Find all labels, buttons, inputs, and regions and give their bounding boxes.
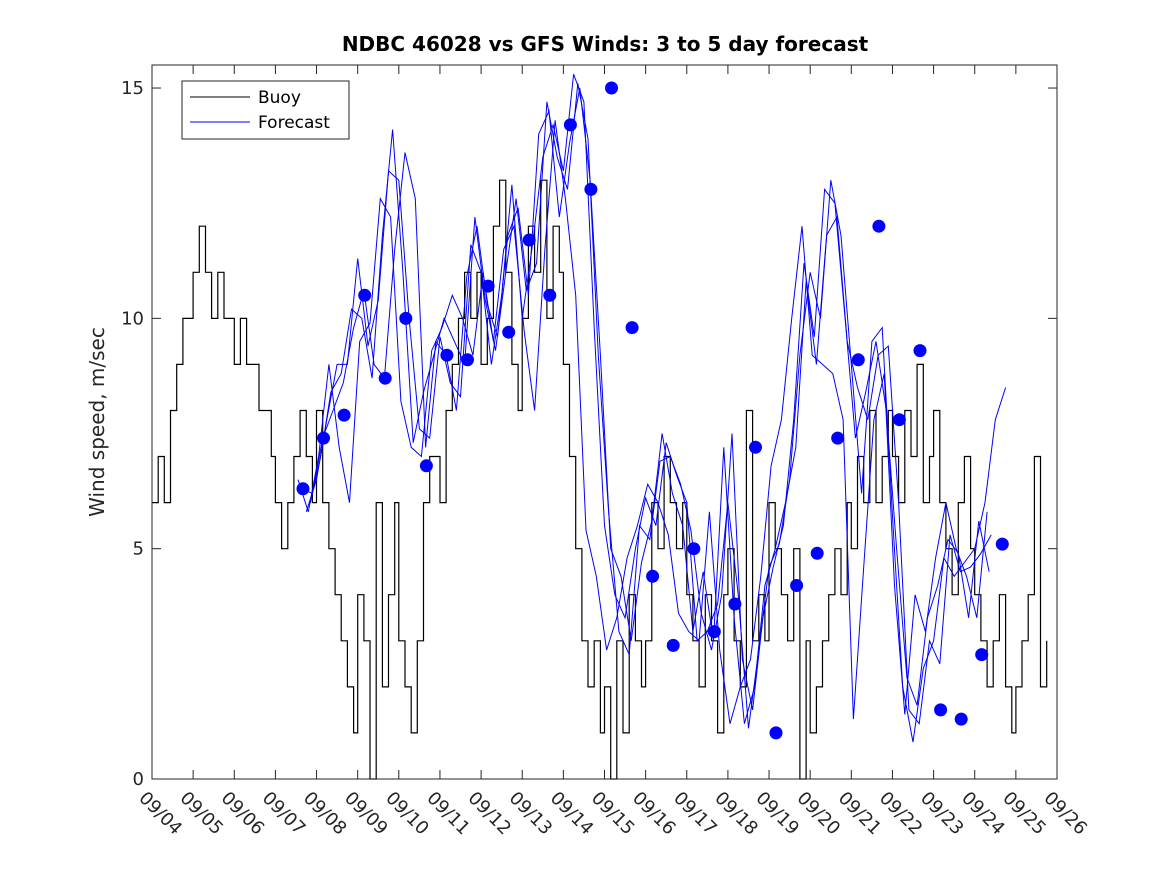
forecast-marker-19 <box>687 542 701 556</box>
forecast-line-4 <box>297 120 988 724</box>
forecast-marker-32 <box>954 712 968 726</box>
forecast-marker-18 <box>666 638 680 652</box>
forecast-marker-31 <box>934 703 948 717</box>
forecast-marker-28 <box>872 219 886 233</box>
x-tick-label-13: 09/17 <box>669 788 721 840</box>
forecast-marker-6 <box>419 459 433 473</box>
forecast-marker-13 <box>563 118 577 132</box>
y-tick-label-1: 5 <box>133 539 144 560</box>
x-tick-label-5: 09/09 <box>340 788 392 840</box>
y-tick-label-2: 10 <box>121 308 144 329</box>
x-tick-labels: 09/0409/0509/0609/0709/0809/0909/1009/11… <box>134 788 1091 840</box>
forecast-marker-10 <box>502 325 516 339</box>
forecast-marker-4 <box>378 371 392 385</box>
y-axis-label: Wind speed, m/sec <box>85 327 109 517</box>
x-tick-label-7: 09/11 <box>422 788 474 840</box>
forecast-marker-7 <box>440 348 454 362</box>
forecast-marker-14 <box>584 182 598 196</box>
forecast-marker-24 <box>790 579 804 592</box>
x-tick-label-20: 09/24 <box>957 788 1009 840</box>
x-tick-label-22: 09/26 <box>1039 788 1091 840</box>
x-tick-label-15: 09/19 <box>752 788 804 840</box>
forecast-marker-30 <box>913 344 927 358</box>
x-tick-label-14: 09/18 <box>710 788 762 840</box>
forecast-marker-2 <box>337 408 351 422</box>
forecast-marker-22 <box>749 440 762 454</box>
y-tick-labels: 0 5 10 15 <box>121 78 144 790</box>
forecast-series-group <box>297 74 1007 743</box>
forecast-marker-12 <box>543 288 557 302</box>
forecast-marker-23 <box>769 726 783 740</box>
x-tick-label-18: 09/22 <box>875 788 927 840</box>
forecast-markers <box>296 81 1009 740</box>
legend-buoy-label: Buoy <box>258 88 301 108</box>
x-tick-label-0: 09/04 <box>134 788 186 840</box>
forecast-marker-1 <box>317 431 330 445</box>
x-tick-label-19: 09/23 <box>916 788 968 840</box>
legend-forecast-label: Forecast <box>258 113 330 133</box>
forecast-marker-33 <box>975 648 989 662</box>
x-tick-label-1: 09/05 <box>176 788 228 840</box>
forecast-marker-29 <box>892 413 906 427</box>
forecast-marker-17 <box>646 569 660 583</box>
plot-frame <box>151 64 1058 780</box>
x-tick-label-9: 09/13 <box>505 788 557 840</box>
forecast-marker-25 <box>810 546 824 560</box>
x-tick-label-12: 09/16 <box>628 788 680 840</box>
forecast-marker-0 <box>296 482 310 496</box>
forecast-line-3 <box>309 83 990 710</box>
x-tick-label-17: 09/21 <box>834 788 886 840</box>
legend-box <box>181 80 350 140</box>
forecast-marker-34 <box>995 537 1009 551</box>
forecast-marker-3 <box>358 288 372 302</box>
forecast-marker-26 <box>831 431 845 445</box>
forecast-marker-21 <box>728 597 742 611</box>
forecast-marker-5 <box>399 311 413 325</box>
chart-title: NDBC 46028 vs GFS Winds: 3 to 5 day fore… <box>342 32 869 56</box>
x-tick-label-11: 09/15 <box>587 788 639 840</box>
x-tick-label-2: 09/06 <box>217 788 269 840</box>
forecast-marker-16 <box>625 321 639 335</box>
y-tick-label-3: 15 <box>121 78 144 99</box>
x-tick-label-10: 09/14 <box>546 788 598 840</box>
x-tick-label-21: 09/25 <box>998 788 1050 840</box>
x-tick-label-6: 09/10 <box>381 788 433 840</box>
x-tick-label-4: 09/08 <box>299 788 351 840</box>
forecast-marker-11 <box>522 233 536 247</box>
forecast-marker-8 <box>461 353 474 367</box>
x-tick-label-16: 09/20 <box>793 788 845 840</box>
legend: Buoy Forecast <box>181 80 350 140</box>
x-tick-label-8: 09/12 <box>464 788 516 840</box>
forecast-line-1 <box>301 87 992 725</box>
forecast-marker-20 <box>707 625 721 639</box>
x-tick-label-3: 09/07 <box>258 788 310 840</box>
y-tick-label-0: 0 <box>133 769 144 790</box>
forecast-marker-27 <box>851 353 865 367</box>
forecast-marker-9 <box>481 279 495 293</box>
forecast-marker-15 <box>605 81 618 95</box>
